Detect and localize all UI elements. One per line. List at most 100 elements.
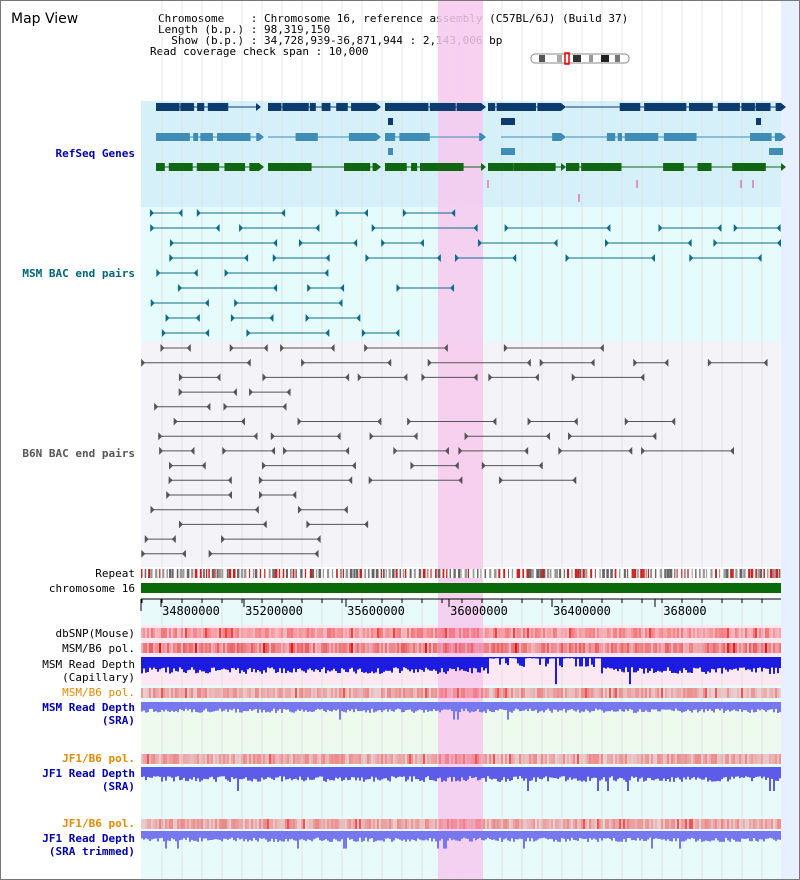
- jf1-trim-depth-bar: [595, 831, 597, 840]
- msm-sra-depth-bar: [313, 702, 315, 712]
- msm-sra-depth-bar: [453, 702, 455, 720]
- msm-b6-pol-cell: [211, 643, 213, 653]
- msm-capillary-depth-bar: [601, 657, 603, 674]
- jf1-b6-pol-2-cell: [373, 819, 375, 829]
- dbsnp-cell: [559, 628, 561, 638]
- repeat-element: [226, 569, 229, 578]
- msm-b6-pol-2-cell: [735, 688, 737, 698]
- jf1-sra-depth-bar: [217, 767, 219, 778]
- jf1-sra-depth-bar: [655, 767, 657, 780]
- repeat-element: [654, 569, 657, 578]
- msm-b6-pol-cell: [187, 643, 189, 653]
- jf1-b6-pol-2-cell: [515, 819, 517, 829]
- jf1-b6-pol-cell: [523, 754, 525, 764]
- jf1-sra-depth-bar: [453, 767, 455, 777]
- bac-end-right: [286, 388, 291, 397]
- msm-capillary-depth-bar: [675, 657, 677, 674]
- jf1-b6-pol-cell: [735, 754, 737, 764]
- msm-capillary-depth-bar: [419, 657, 421, 670]
- repeat-track[interactable]: [141, 569, 781, 578]
- msm-sra-depth-bar: [165, 702, 167, 710]
- msm-b6-pol-cell: [413, 643, 415, 653]
- msm-b6-pol-cell: [609, 643, 611, 653]
- jf1-sra-depth-bar: [767, 767, 769, 778]
- jf1-b6-pol-cell: [725, 754, 727, 764]
- jf1-b6-pol-2-cell: [253, 819, 255, 829]
- label-refseq[interactable]: RefSeq Genes: [56, 147, 135, 160]
- jf1-sra-depth-bar: [459, 767, 461, 782]
- msm-sra-depth-bar: [493, 702, 495, 713]
- msm-b6-pol-2-cell: [395, 688, 397, 698]
- msm-b6-pol-2-cell: [327, 688, 329, 698]
- msm-b6-pol-cell: [695, 643, 697, 653]
- label-b6n-bac[interactable]: B6N BAC end pairs: [22, 447, 135, 460]
- bac-end-left: [481, 461, 486, 470]
- dbsnp-cell: [693, 628, 695, 638]
- msm-b6-pol-2-cell: [499, 688, 501, 698]
- jf1-b6-pol-2-cell: [345, 819, 347, 829]
- jf1-b6-pol-2-cell: [333, 819, 335, 829]
- jf1-b6-pol-2-cell: [529, 819, 531, 829]
- repeat-element: [222, 569, 224, 578]
- msm-capillary-depth-bar: [233, 657, 235, 669]
- jf1-trim-depth-bar: [345, 831, 347, 849]
- jf1-trim-depth-bar: [409, 831, 411, 842]
- msm-b6-pol-cell: [341, 643, 343, 653]
- jf1-b6-pol-cell: [371, 754, 373, 764]
- jf1-b6-pol-2-cell: [403, 819, 405, 829]
- msm-capillary-depth-bar: [361, 657, 363, 672]
- bac-end-right: [444, 446, 449, 455]
- jf1-b6-pol-2-cell: [683, 819, 685, 829]
- msm-sra-depth-bar: [367, 702, 369, 711]
- bac-end-right: [492, 417, 497, 426]
- msm-b6-pol-2-cell: [755, 688, 757, 698]
- dbsnp-cell: [585, 628, 587, 638]
- variation-depth-tracks[interactable]: [141, 628, 781, 849]
- msm-b6-pol-cell: [175, 643, 177, 653]
- msm-sra-depth-bar: [349, 702, 351, 712]
- jf1-sra-depth-bar: [473, 767, 475, 778]
- b6n-bac-track[interactable]: [141, 344, 768, 558]
- jf1-sra-depth-bar: [653, 767, 655, 781]
- msm-sra-depth-bar: [321, 702, 323, 709]
- msm-b6-pol-cell: [261, 643, 263, 653]
- msm-b6-pol-2-cell: [539, 688, 541, 698]
- bac-end-right: [206, 402, 211, 411]
- msm-sra-depth-bar: [191, 702, 193, 713]
- dbsnp-cell: [511, 628, 513, 638]
- jf1-b6-pol-2-cell: [201, 819, 203, 829]
- msm-sra-depth-bar: [243, 702, 245, 712]
- dbsnp-cell: [429, 628, 431, 638]
- bac-end-right: [246, 358, 251, 367]
- chromosome-ideogram[interactable]: [530, 52, 630, 65]
- msm-b6-pol-2-cell: [527, 688, 529, 698]
- gene-exon: [156, 103, 180, 111]
- msm-b6-pol-cell: [339, 643, 341, 653]
- gene-fragment: [388, 118, 393, 125]
- msm-sra-depth-bar: [627, 702, 629, 712]
- msm-bac-track[interactable]: [149, 209, 781, 337]
- refseq-genes-track[interactable]: [156, 103, 786, 202]
- msm-sra-depth-bar: [737, 702, 739, 712]
- jf1-b6-pol-cell: [589, 754, 591, 764]
- jf1-b6-pol-cell: [149, 754, 151, 764]
- bac-end-right: [325, 329, 330, 337]
- msm-capillary-depth-bar: [405, 657, 407, 669]
- msm-capillary-depth-bar: [417, 657, 419, 673]
- jf1-trim-depth-bar: [141, 831, 143, 839]
- msm-b6-pol-cell: [683, 643, 685, 653]
- jf1-b6-pol-cell: [465, 754, 467, 764]
- msm-sra-depth-bar: [323, 702, 325, 711]
- msm-b6-pol-2-cell: [193, 688, 195, 698]
- msm-capillary-depth-bar: [607, 657, 609, 668]
- msm-b6-pol-2-cell: [477, 688, 479, 698]
- jf1-sra-depth-bar: [775, 767, 777, 781]
- label-msm-bac[interactable]: MSM BAC end pairs: [22, 267, 135, 280]
- jf1-b6-pol-cell: [339, 754, 341, 764]
- msm-sra-depth-bar: [365, 702, 367, 713]
- msm-capillary-depth-bar: [441, 657, 443, 669]
- msm-sra-depth-bar: [231, 702, 233, 711]
- bac-end-right: [292, 491, 297, 499]
- msm-b6-pol-cell: [437, 643, 439, 653]
